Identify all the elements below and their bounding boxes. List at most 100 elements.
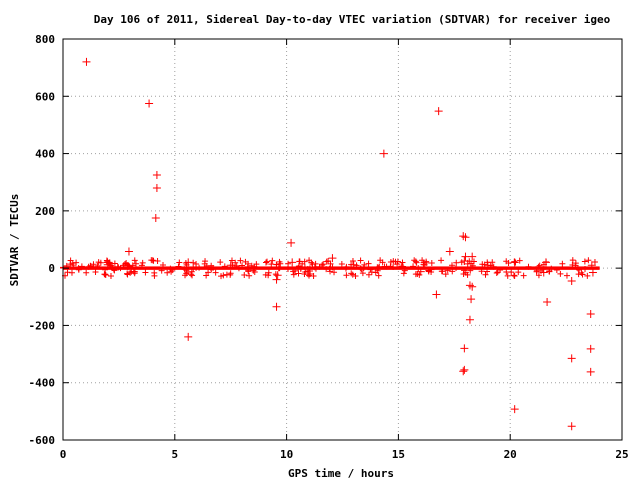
band-point <box>248 262 255 269</box>
band-point <box>320 261 327 268</box>
band-point <box>375 272 382 279</box>
band-point <box>68 269 75 276</box>
band-point <box>438 257 445 264</box>
band-point <box>357 265 364 272</box>
band-point <box>241 272 248 279</box>
data-point <box>586 309 595 318</box>
data-point <box>287 238 296 247</box>
x-tick-label: 5 <box>171 448 178 461</box>
data-point <box>543 297 552 306</box>
band-point <box>276 265 283 272</box>
band-point <box>242 258 249 265</box>
band-point <box>535 263 542 270</box>
band-point <box>520 272 527 279</box>
data-point <box>461 233 470 242</box>
data-point <box>272 275 281 284</box>
data-point <box>184 258 193 267</box>
data-point <box>152 171 161 180</box>
data-band <box>60 257 600 280</box>
band-point <box>481 261 488 268</box>
band-point <box>460 271 467 278</box>
band-point <box>494 269 501 276</box>
data-point <box>465 315 474 324</box>
band-point <box>361 261 368 268</box>
band-point <box>92 269 99 276</box>
data-point <box>184 332 193 341</box>
y-axis-label: SDTVAR / TECUs <box>8 194 21 287</box>
data-point <box>586 367 595 376</box>
band-point <box>553 267 560 274</box>
band-point <box>151 269 158 276</box>
band-point <box>115 264 122 271</box>
band-point <box>217 259 224 266</box>
band-point <box>585 257 592 264</box>
band-point <box>75 266 82 273</box>
band-point <box>176 259 183 266</box>
band-point <box>188 271 195 278</box>
data-point <box>272 302 281 311</box>
band-point <box>358 266 365 273</box>
band-point <box>482 271 489 278</box>
band-point <box>352 272 359 279</box>
band-point <box>251 268 258 275</box>
band-point <box>326 265 333 272</box>
data-point <box>416 267 425 276</box>
band-point <box>245 268 252 275</box>
band-point <box>515 269 522 276</box>
data-point <box>226 261 235 270</box>
band-point <box>123 260 130 267</box>
band-point <box>268 261 275 268</box>
band-point <box>400 270 407 277</box>
band-point <box>111 267 118 274</box>
band-point <box>87 262 94 269</box>
band-point <box>511 273 518 280</box>
band-point <box>453 265 460 272</box>
band-point <box>365 260 372 267</box>
band-point <box>114 263 121 270</box>
band-point <box>273 261 280 268</box>
band-point <box>297 265 304 272</box>
band-point <box>416 271 423 278</box>
band-point <box>218 273 225 280</box>
band-point <box>94 262 101 269</box>
y-tick-label: 200 <box>35 205 55 218</box>
band-point <box>164 269 171 276</box>
data-point <box>587 261 596 270</box>
band-point <box>102 271 109 278</box>
band-point <box>349 271 356 278</box>
band-point <box>375 264 382 271</box>
band-point <box>390 264 397 271</box>
band-point <box>290 268 297 275</box>
chart-title: Day 106 of 2011, Sidereal Day-to-day VTE… <box>94 13 611 26</box>
data-point <box>567 277 576 286</box>
band-point <box>401 267 408 274</box>
data-point <box>468 282 477 291</box>
band-point <box>464 271 471 278</box>
band-point <box>262 259 269 266</box>
band-point <box>319 262 326 269</box>
band-point <box>428 266 435 273</box>
band-point <box>329 264 336 271</box>
band-point <box>569 257 576 264</box>
band-point <box>533 267 540 274</box>
band-point <box>138 262 145 269</box>
data-point <box>483 261 492 270</box>
band-point <box>325 257 332 264</box>
band-point <box>412 271 419 278</box>
band-point <box>442 271 449 278</box>
data-point <box>152 183 161 192</box>
band-point <box>394 261 401 268</box>
band-point <box>102 266 109 273</box>
y-tick-label: -200 <box>29 319 56 332</box>
data-point <box>288 258 297 267</box>
x-tick-label: 15 <box>392 448 405 461</box>
band-point <box>296 258 303 265</box>
band-point <box>227 271 234 278</box>
band-point <box>438 268 445 275</box>
band-point <box>310 272 317 279</box>
band-point <box>357 257 364 264</box>
data-point <box>328 254 337 263</box>
band-point <box>563 272 570 279</box>
y-tick-label: -400 <box>29 377 56 390</box>
band-point <box>557 270 564 277</box>
